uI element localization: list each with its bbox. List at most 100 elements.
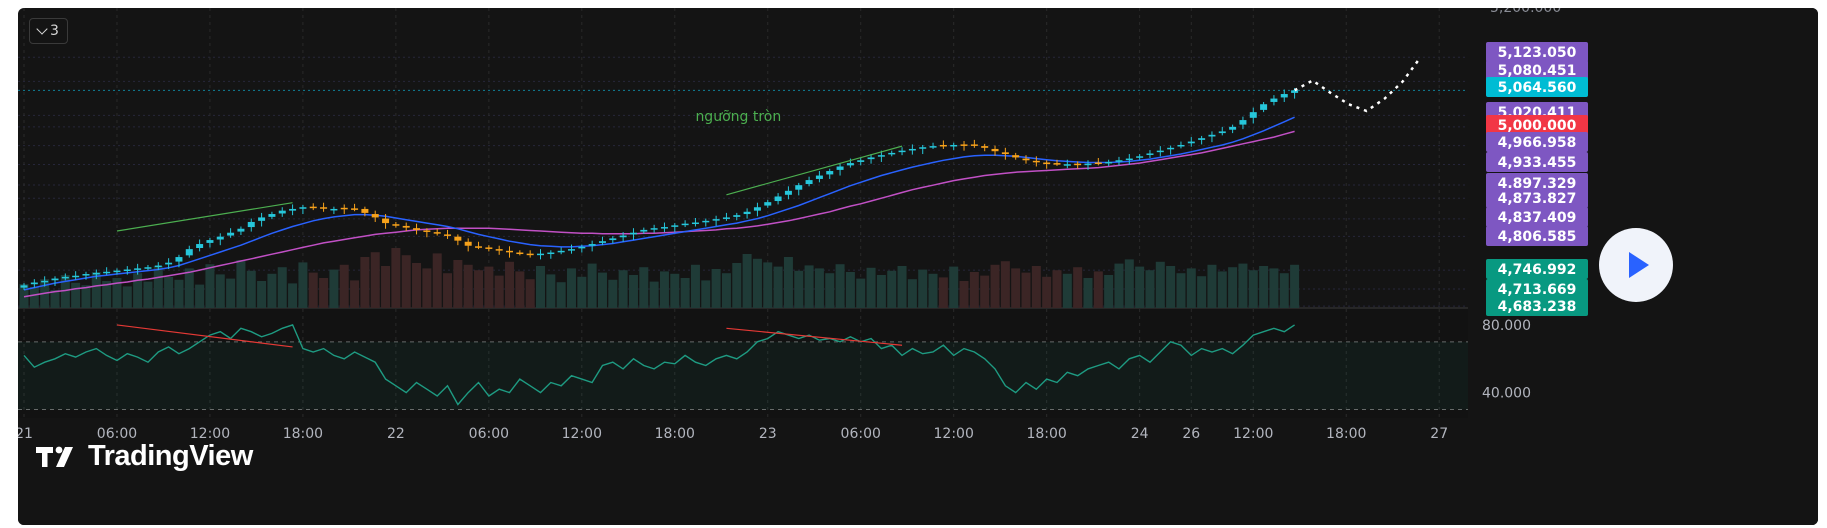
candle	[609, 238, 617, 241]
tradingview-icon	[36, 446, 73, 467]
volume-bar	[907, 279, 917, 308]
rsi-band	[18, 341, 1468, 410]
candle	[640, 229, 648, 232]
candle	[681, 223, 689, 226]
rsi-divergence-2	[726, 327, 903, 346]
volume-bar	[556, 282, 566, 308]
candle	[1022, 158, 1030, 161]
volume-bar	[298, 262, 308, 308]
volume-bar	[112, 278, 122, 308]
candle	[382, 218, 390, 224]
rsi-pane	[18, 308, 1468, 418]
volume-bar	[649, 281, 659, 308]
volume-bar	[1073, 267, 1083, 308]
volume-bar	[432, 253, 442, 308]
price-label-box	[1486, 115, 1588, 135]
volume-bar	[701, 280, 711, 308]
volume-bar	[1238, 263, 1248, 308]
candle	[444, 234, 452, 236]
price-tick-label: 5,200.000	[1490, 8, 1561, 16]
volume-bar	[319, 278, 329, 308]
candle	[1084, 163, 1092, 166]
volume-bar	[1155, 261, 1165, 308]
time-axis-label: 12:00	[190, 426, 230, 442]
time-axis-label: 23	[759, 426, 777, 442]
volume-bar	[246, 270, 256, 308]
candle	[629, 232, 637, 235]
candle	[103, 271, 111, 274]
candle	[123, 269, 131, 272]
volume-bar	[288, 283, 298, 308]
candle	[413, 228, 421, 230]
rsi-divergence-1	[116, 324, 293, 348]
rsi-axis-label: 40.000	[1482, 386, 1531, 402]
volume-bar	[856, 278, 866, 308]
price-chart[interactable]: ngưỡng tròn 80.000 40.000 5,200.000 5,123.05…	[18, 8, 1818, 525]
volume-bar	[391, 248, 401, 308]
volume-bar	[195, 284, 205, 308]
tradingview-logo[interactable]: TradingView	[34, 440, 253, 473]
candle	[92, 272, 100, 275]
time-axis-label: 12:00	[934, 426, 974, 442]
volume-bar	[732, 263, 742, 308]
volume-bar	[587, 263, 597, 308]
collapse-count: 3	[50, 23, 59, 39]
candle	[722, 217, 730, 219]
candle	[1105, 161, 1113, 164]
candle	[898, 150, 906, 153]
volume-bar	[133, 273, 143, 308]
candle	[846, 163, 854, 166]
volume-bar	[1114, 263, 1124, 308]
collapse-button[interactable]: 3	[29, 18, 68, 44]
candle	[475, 246, 483, 248]
play-button[interactable]	[1599, 228, 1673, 302]
volume-bar	[969, 272, 979, 308]
price-label-box	[1486, 259, 1588, 279]
candle	[227, 232, 235, 236]
price-label-text: 5,064.560	[1498, 80, 1577, 96]
candle	[650, 228, 658, 230]
volume-bar	[1217, 271, 1227, 308]
volume-bar	[226, 278, 236, 308]
candle	[72, 275, 80, 278]
candle	[1012, 155, 1020, 158]
volume-bar	[412, 263, 422, 308]
candle	[309, 206, 317, 209]
candle	[485, 247, 493, 249]
volume-bar	[422, 268, 432, 308]
volume-bar	[763, 262, 773, 308]
chart-frame: ngưỡng tròn 80.000 40.000 5,200.000 5,123.05…	[18, 8, 1818, 525]
rsi-line	[23, 324, 1295, 406]
volume-bar	[1145, 270, 1155, 308]
candle	[691, 222, 699, 225]
volume-bar	[215, 274, 225, 308]
candle	[299, 207, 307, 209]
price-label-text: 4,873.827	[1498, 191, 1577, 207]
volume-bar	[50, 290, 60, 308]
volume-bar	[825, 273, 835, 308]
candle	[877, 155, 885, 157]
candle	[1156, 150, 1164, 153]
volume-bar	[949, 266, 959, 308]
price-label-text: 4,683.238	[1498, 299, 1577, 315]
volume-bar	[525, 279, 535, 308]
candle	[733, 215, 741, 217]
price-label-text: 4,746.992	[1498, 262, 1577, 278]
price-label-box	[1486, 279, 1588, 299]
candle	[1074, 163, 1082, 166]
volume-bar	[505, 261, 515, 308]
volume-bar	[494, 275, 504, 308]
volume-bar	[742, 254, 752, 308]
candle	[144, 267, 152, 269]
candle	[340, 207, 348, 210]
candle	[506, 250, 514, 253]
candle	[981, 146, 989, 148]
trendline-2	[726, 145, 903, 196]
candle	[196, 244, 204, 248]
candle	[247, 221, 255, 228]
volume-bar	[484, 266, 494, 308]
time-axis-label: 06:00	[469, 426, 509, 442]
volume-bar	[1093, 271, 1103, 308]
volume-bar	[835, 264, 845, 308]
volume-bar	[1290, 264, 1300, 308]
